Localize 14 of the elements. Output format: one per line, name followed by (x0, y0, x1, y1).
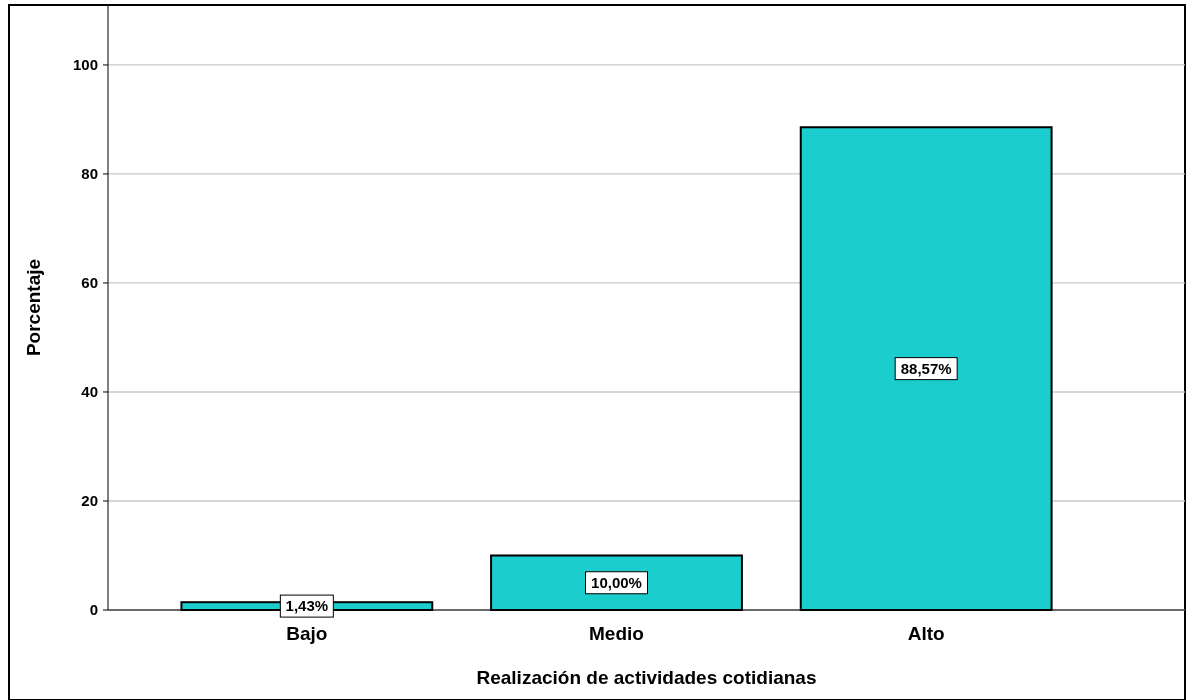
x-tick-label: Medio (589, 623, 644, 644)
x-tick-label: Bajo (286, 623, 328, 644)
y-tick-label: 20 (81, 491, 98, 509)
data-label: 10,00% (591, 573, 642, 591)
y-tick-label: 0 (89, 601, 98, 618)
y-tick-label: 80 (81, 164, 98, 182)
y-tick-label: 60 (81, 273, 98, 291)
x-axis-title: Realización de actividades cotidianas (476, 667, 817, 688)
y-tick-label: 100 (72, 55, 98, 73)
data-label: 1,43% (285, 597, 329, 615)
x-tick-label: Alto (907, 623, 945, 644)
y-axis-title: Porcentaje (23, 258, 44, 357)
data-label: 88,57% (900, 359, 952, 377)
y-tick-label: 40 (81, 382, 98, 400)
